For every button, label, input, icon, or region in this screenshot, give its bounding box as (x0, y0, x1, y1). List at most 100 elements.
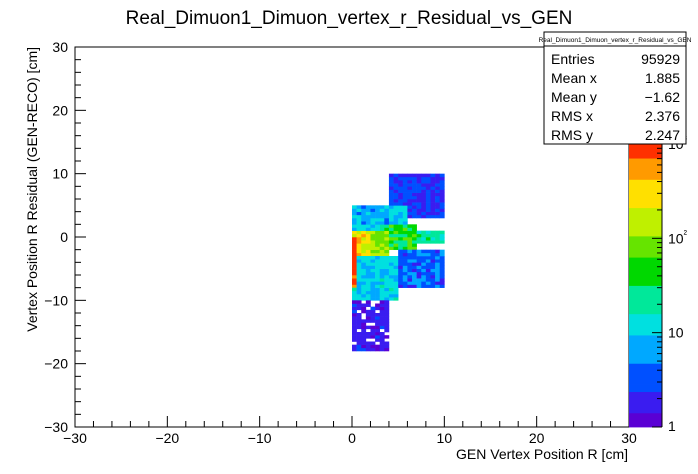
color-scale-swatch (629, 342, 662, 350)
heatmap-cell (407, 278, 413, 282)
y-tick-label: −10 (44, 292, 68, 308)
heatmap-cell (398, 208, 404, 212)
heatmap-cell (388, 278, 394, 282)
heatmap-cell (425, 176, 431, 181)
heatmap-cell (439, 211, 445, 216)
heatmap-cell (407, 233, 413, 238)
heatmap-cell (384, 224, 390, 228)
heatmap-cell (398, 211, 404, 216)
heatmap-cell (388, 195, 394, 200)
heatmap-cell (356, 287, 362, 292)
heatmap-cell (356, 313, 362, 317)
heatmap-cell (356, 303, 362, 307)
heatmap-cell (361, 243, 367, 247)
heatmap-cell (407, 189, 413, 193)
heatmap-cell (352, 290, 357, 295)
heatmap-cell (361, 290, 367, 295)
x-axis: −30 −20 −10 0 10 20 30 (63, 416, 637, 446)
heatmap-cell (365, 325, 371, 330)
heatmap-cell (416, 240, 422, 244)
heatmap-cell (352, 287, 357, 292)
heatmap-cell (398, 183, 404, 187)
heatmap-cell (379, 237, 385, 241)
heatmap-cell (435, 265, 441, 269)
heatmap-cell (412, 205, 417, 209)
heatmap-cell (439, 281, 445, 285)
heatmap-cell (384, 294, 390, 298)
color-scale-swatch (629, 398, 662, 407)
heatmap-cell (388, 259, 394, 263)
heatmap-cell (361, 230, 367, 235)
heatmap-cell (398, 281, 404, 285)
heatmap-cell (361, 259, 367, 263)
heatmap-cell (421, 262, 427, 266)
heatmap-cell (425, 240, 431, 244)
heatmap-cell (393, 275, 399, 279)
heatmap-cell (375, 332, 380, 336)
heatmap-cell (352, 278, 357, 282)
heatmap-cell (421, 259, 427, 263)
heatmap-cell (407, 237, 413, 241)
heatmap-cell (365, 262, 371, 266)
heatmap-cell (402, 183, 408, 187)
heatmap-cell (425, 262, 431, 266)
heatmap-cell (421, 211, 427, 216)
heatmap-cell (379, 303, 385, 307)
color-scale-swatch (629, 172, 662, 180)
heatmap-cell (407, 249, 413, 254)
heatmap-cell (365, 252, 371, 257)
heatmap-cell (352, 265, 357, 269)
heatmap-cell (439, 186, 445, 190)
heatmap-cell (356, 227, 362, 231)
heatmap-cell (425, 189, 431, 193)
color-scale-tick-label: 10² (668, 229, 688, 246)
color-scale-bar (629, 144, 662, 428)
heatmap-cell (365, 227, 371, 231)
heatmap-cell (375, 287, 380, 292)
heatmap-cell (430, 252, 436, 257)
heatmap-cell (416, 180, 422, 184)
heatmap-cell (379, 335, 385, 339)
heatmap-cell (365, 240, 371, 244)
heatmap-cell (407, 240, 413, 244)
heatmap-cell (384, 319, 390, 323)
heatmap-cell (430, 180, 436, 184)
heatmap-cell (388, 183, 394, 187)
heatmap-cell (361, 218, 367, 222)
heatmap-cell (412, 237, 417, 241)
color-scale-swatch (629, 327, 662, 336)
heatmap-cell (439, 230, 445, 235)
heatmap-cell (370, 319, 376, 323)
heatmap-cell (365, 256, 371, 260)
heatmap-cell (398, 233, 404, 238)
heatmap-cell (388, 208, 394, 212)
heatmap-cell (398, 243, 404, 247)
heatmap-cell (365, 347, 371, 352)
heatmap-cell (393, 259, 399, 263)
heatmap-cell (365, 281, 371, 285)
heatmap-cell (379, 275, 385, 279)
heatmap-cell (402, 218, 408, 222)
heatmap-cell (393, 237, 399, 241)
heatmap-cell (412, 192, 417, 197)
y-tick-label: 10 (52, 166, 68, 182)
heatmap-cell (425, 202, 431, 206)
heatmap-cell (425, 249, 431, 254)
heatmap-cell (375, 284, 380, 288)
heatmap-cell (384, 275, 390, 279)
heatmap-cell (370, 297, 376, 301)
heatmap-cell (352, 230, 357, 235)
heatmap-cell (352, 316, 357, 320)
x-tick-label: −30 (63, 430, 87, 446)
stats-value: 95929 (641, 51, 680, 67)
heatmap-cell (412, 230, 417, 235)
heatmap-cell (384, 284, 390, 288)
heatmap-cell (421, 230, 427, 235)
heatmap-cell (361, 347, 367, 352)
heatmap-cell (407, 246, 413, 250)
heatmap-cell (384, 303, 390, 307)
heatmap-cell (365, 237, 371, 241)
heatmap-cell (379, 256, 385, 260)
heatmap-cell (425, 199, 431, 203)
heatmap-cell (352, 218, 357, 222)
